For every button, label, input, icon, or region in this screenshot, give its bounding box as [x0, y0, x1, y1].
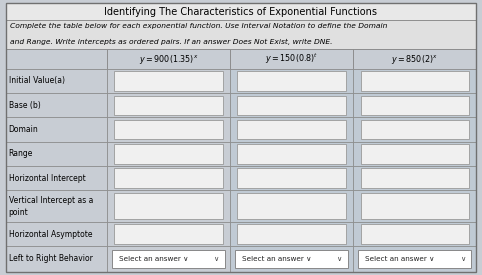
Bar — [107, 222, 230, 246]
Bar — [114, 95, 223, 115]
Text: $y = 150(0.8)^t$: $y = 150(0.8)^t$ — [265, 52, 318, 66]
Bar — [353, 50, 476, 69]
Text: Horizontal Asymptote: Horizontal Asymptote — [9, 230, 92, 238]
Bar — [114, 120, 223, 139]
Bar — [6, 93, 107, 117]
Bar — [6, 20, 476, 50]
Bar — [6, 166, 107, 190]
Bar — [230, 69, 353, 93]
Bar — [230, 117, 353, 142]
Bar — [353, 222, 476, 246]
Text: Range: Range — [9, 149, 33, 158]
Text: Identifying The Characteristics of Exponential Functions: Identifying The Characteristics of Expon… — [105, 7, 377, 16]
Text: Horizontal Intercept: Horizontal Intercept — [9, 174, 85, 183]
Bar — [107, 93, 230, 117]
Bar — [361, 71, 469, 91]
Bar — [230, 222, 353, 246]
Bar — [107, 142, 230, 166]
Bar — [112, 249, 225, 268]
Bar — [6, 222, 107, 246]
Bar — [361, 193, 469, 219]
Bar — [6, 69, 107, 93]
Text: $y = 900(1.35)^x$: $y = 900(1.35)^x$ — [139, 53, 198, 66]
Bar — [353, 246, 476, 272]
Text: and Range. Write intercepts as ordered pairs. If an answer Does Not Exist, write: and Range. Write intercepts as ordered p… — [10, 39, 332, 45]
Bar — [230, 246, 353, 272]
Bar — [238, 144, 346, 164]
Text: ∨: ∨ — [214, 256, 219, 262]
Bar — [114, 144, 223, 164]
Bar — [353, 166, 476, 190]
Bar — [230, 166, 353, 190]
Text: Select an answer ∨: Select an answer ∨ — [365, 256, 434, 262]
Bar — [6, 246, 107, 272]
Bar — [6, 190, 107, 222]
Text: Base (b): Base (b) — [9, 101, 40, 110]
Bar — [361, 168, 469, 188]
Text: Vertical Intercept as a: Vertical Intercept as a — [9, 196, 93, 205]
Bar — [361, 120, 469, 139]
Bar — [107, 117, 230, 142]
Bar — [353, 69, 476, 93]
Bar — [238, 95, 346, 115]
Bar — [353, 142, 476, 166]
Bar — [238, 71, 346, 91]
Bar — [107, 69, 230, 93]
Bar — [230, 93, 353, 117]
Text: Left to Right Behavior: Left to Right Behavior — [9, 254, 93, 263]
Text: Initial Value(a): Initial Value(a) — [9, 76, 65, 86]
Bar — [6, 117, 107, 142]
Text: Complete the table below for each exponential function. Use Interval Notation to: Complete the table below for each expone… — [10, 23, 387, 29]
Text: Select an answer ∨: Select an answer ∨ — [242, 256, 311, 262]
Bar — [238, 168, 346, 188]
Bar — [353, 93, 476, 117]
Bar — [114, 224, 223, 244]
Bar — [6, 50, 107, 69]
Bar — [107, 166, 230, 190]
Bar — [238, 224, 346, 244]
Bar — [361, 144, 469, 164]
Bar — [114, 193, 223, 219]
Bar — [353, 117, 476, 142]
Bar — [230, 50, 353, 69]
Text: $y = 850(2)^x$: $y = 850(2)^x$ — [391, 53, 438, 66]
Bar — [358, 249, 471, 268]
Text: Domain: Domain — [9, 125, 39, 134]
Bar — [361, 95, 469, 115]
Bar — [361, 224, 469, 244]
Bar — [114, 168, 223, 188]
Bar — [230, 142, 353, 166]
Bar — [230, 190, 353, 222]
Bar — [107, 190, 230, 222]
Bar — [238, 193, 346, 219]
Bar — [107, 246, 230, 272]
Bar — [6, 142, 107, 166]
Bar — [6, 3, 476, 20]
Bar — [353, 190, 476, 222]
Bar — [238, 120, 346, 139]
Text: Select an answer ∨: Select an answer ∨ — [119, 256, 188, 262]
Text: point: point — [9, 208, 28, 217]
Bar — [235, 249, 348, 268]
Text: ∨: ∨ — [336, 256, 342, 262]
Bar — [107, 50, 230, 69]
Text: ∨: ∨ — [460, 256, 465, 262]
Bar — [114, 71, 223, 91]
